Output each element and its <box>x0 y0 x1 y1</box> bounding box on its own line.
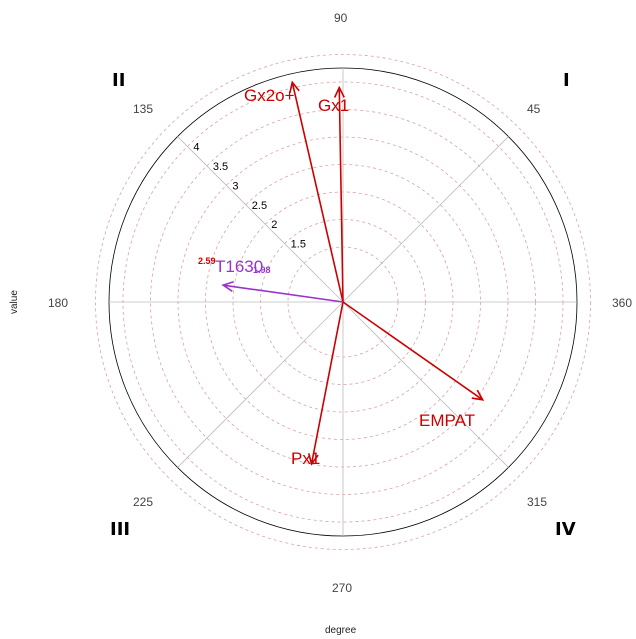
radial-tick-3: 3 <box>232 180 238 192</box>
angle-label-270: 270 <box>332 581 352 595</box>
vector-label-empat: EMPAT <box>419 411 475 430</box>
radial-tick-2.5: 2.5 <box>252 200 267 212</box>
angle-label-45: 45 <box>527 102 541 116</box>
angle-label-315: 315 <box>527 495 547 509</box>
angle-label-225: 225 <box>133 495 153 509</box>
spoke-45 <box>342 136 509 303</box>
ring-7 <box>95 54 591 550</box>
angle-label-360: 360 <box>612 296 632 310</box>
spoke-135 <box>177 136 344 303</box>
spoke-315 <box>342 301 509 468</box>
radial-tick-2: 2 <box>271 219 277 231</box>
quadrant-label-III: III <box>110 519 130 540</box>
y-axis-label: value <box>9 290 20 314</box>
x-axis-label: degree <box>325 625 357 636</box>
quadrant-label-I: I <box>563 70 570 91</box>
angle-label-90: 90 <box>334 11 348 25</box>
vector-arrows <box>221 80 485 466</box>
annotation-1-98: 1.98 <box>253 265 271 275</box>
angle-labels: 45 90 135 180 225 270 315 360 <box>48 11 632 595</box>
radial-tick-3.5: 3.5 <box>213 161 228 173</box>
vector-px1 <box>307 301 344 466</box>
vector-empat <box>342 301 485 401</box>
vector-gx2o <box>289 80 344 303</box>
vector-gx1 <box>333 85 345 303</box>
spoke-225 <box>177 301 344 468</box>
quadrant-label-IV: IV <box>555 519 576 540</box>
vector-t1630 <box>221 281 344 303</box>
vector-label-px1: Px1 <box>291 449 320 468</box>
radial-tick-1.5: 1.5 <box>291 239 306 251</box>
quadrant-label-II: II <box>112 70 125 91</box>
vector-labels: Gx2o+ Gx1 EMPAT Px1 T1630 <box>215 86 475 468</box>
vector-label-gx2o: Gx2o+ <box>244 86 295 105</box>
radial-tick-labels: 1.5 2 2.5 3 3.5 4 <box>193 141 306 250</box>
vector-label-gx1: Gx1 <box>318 96 349 115</box>
angle-label-180: 180 <box>48 296 68 310</box>
quadrant-labels: I II III IV <box>110 70 576 540</box>
angle-spokes <box>109 68 577 536</box>
radial-tick-4: 4 <box>193 141 199 153</box>
annotation-2-59: 2.59 <box>198 256 216 266</box>
angle-label-135: 135 <box>133 102 153 116</box>
vector-label-t1630: T1630 <box>215 257 263 276</box>
